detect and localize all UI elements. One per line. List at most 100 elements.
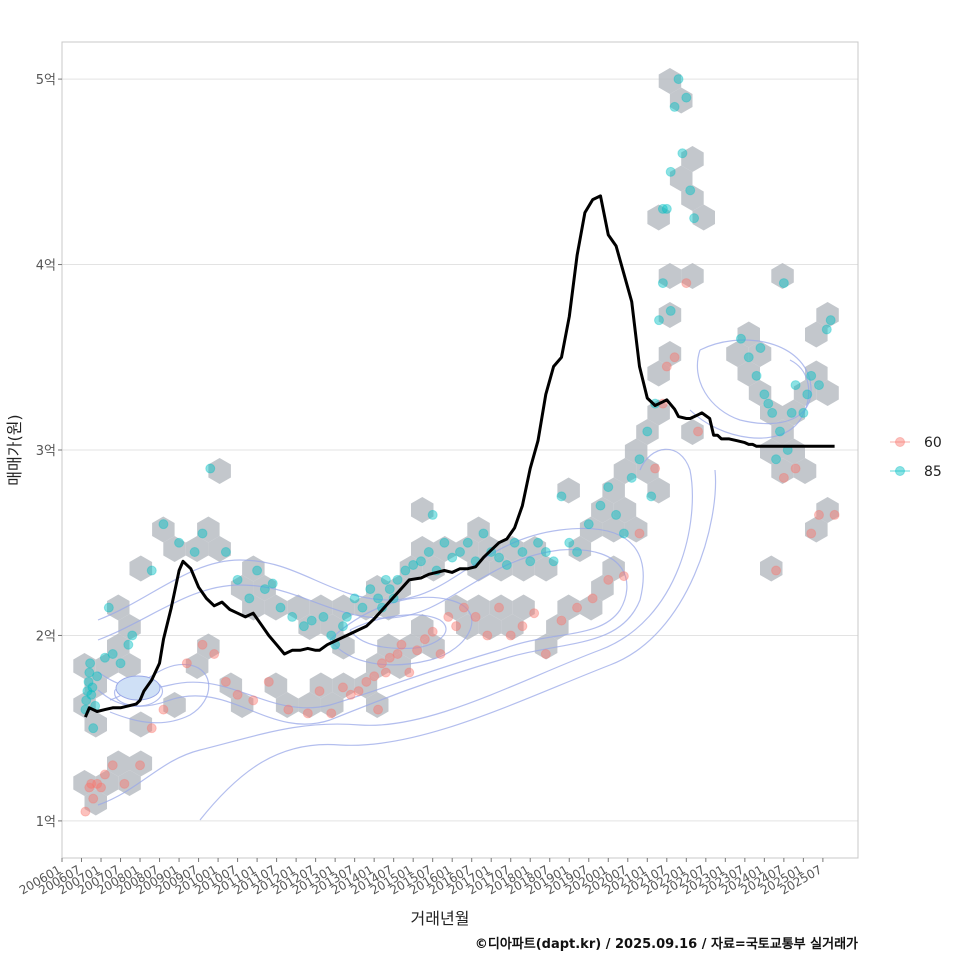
data-point-85: [634, 454, 645, 465]
data-point-60: [302, 708, 313, 719]
data-point-60: [380, 667, 391, 678]
data-point-60: [384, 652, 395, 663]
hex-bin: [523, 536, 547, 562]
data-point-85: [751, 370, 762, 381]
hex-bin: [163, 536, 186, 562]
hex-bin: [264, 594, 288, 621]
data-point-60: [435, 649, 446, 659]
data-point-60: [572, 602, 583, 613]
data-point-85: [759, 389, 770, 400]
hex-bin: [658, 263, 682, 289]
hex-bin: [467, 555, 490, 582]
data-point-60: [681, 278, 692, 289]
data-point-60: [80, 806, 91, 817]
data-point-60: [96, 782, 107, 793]
data-point-60: [529, 608, 540, 619]
density-contour: [97, 448, 693, 806]
hex-bin: [726, 341, 749, 367]
data-point-85: [798, 407, 809, 418]
data-point-60: [84, 782, 95, 793]
hex-bin: [129, 711, 153, 738]
hex-bin: [456, 536, 479, 562]
data-point-85: [82, 686, 93, 697]
data-point-85: [83, 676, 94, 687]
scatter-points: [80, 74, 840, 817]
hex-bin: [647, 477, 670, 504]
data-point-85: [99, 652, 110, 663]
data-point-85: [657, 278, 668, 289]
data-point-85: [103, 602, 114, 613]
hex-bin: [411, 614, 434, 640]
data-point-85: [533, 537, 544, 548]
hex-bin: [298, 692, 321, 718]
data-point-85: [84, 667, 95, 678]
hex-bin: [557, 594, 580, 621]
data-point-85: [220, 547, 231, 557]
hex-bin: [534, 555, 558, 582]
hex-bin: [805, 360, 828, 387]
data-point-85: [259, 584, 270, 595]
hex-bin: [534, 633, 558, 660]
data-point-85: [337, 621, 348, 632]
hex-bin: [73, 692, 96, 718]
data-point-60: [263, 676, 274, 687]
data-point-60: [419, 634, 430, 645]
hex-bin: [579, 594, 603, 621]
data-point-85: [735, 333, 746, 344]
data-point-85: [341, 611, 352, 622]
data-point-85: [384, 584, 395, 595]
data-point-85: [778, 278, 789, 289]
hex-bin: [354, 594, 378, 621]
hex-bin: [366, 653, 389, 679]
density-contour: [689, 359, 810, 439]
hex-bin: [197, 633, 220, 660]
data-point-85: [349, 593, 360, 604]
hex-bin: [760, 399, 783, 426]
density-contour: [109, 663, 210, 724]
hex-bin: [185, 653, 209, 679]
data-point-85: [681, 92, 692, 103]
hex-bin: [467, 594, 490, 621]
hex-bin: [816, 302, 839, 328]
hex-bin: [242, 594, 265, 621]
data-point-85: [771, 454, 782, 465]
hex-bin: [73, 770, 96, 796]
hex-bin: [84, 789, 107, 816]
data-point-85: [642, 426, 653, 437]
hex-bin: [681, 419, 704, 445]
hex-bin: [681, 146, 704, 172]
data-point-85: [673, 74, 684, 85]
hex-bin: [591, 575, 614, 601]
data-point-85: [267, 578, 278, 589]
data-point-60: [337, 682, 348, 693]
hex-bin: [771, 419, 794, 445]
data-point-60: [119, 778, 130, 789]
data-point-85: [400, 565, 411, 576]
hex-bin: [613, 497, 637, 523]
hex-bin: [332, 672, 355, 699]
data-point-85: [146, 565, 157, 576]
y-axis-title: 매매가(원): [5, 414, 24, 485]
y-tick-label: 4억: [36, 259, 56, 274]
data-point-60: [107, 760, 118, 771]
data-point-60: [540, 649, 551, 659]
data-point-60: [693, 426, 704, 437]
hex-bin: [501, 614, 524, 640]
legend: 60 85: [890, 435, 942, 480]
legend-label-85: 85: [924, 464, 942, 480]
data-point-85: [427, 509, 438, 520]
data-point-85: [669, 101, 680, 112]
legend-key-85: [895, 466, 905, 476]
hex-bin: [107, 750, 130, 777]
hex-bin: [557, 477, 580, 504]
y-tick-label: 3억: [36, 444, 56, 459]
data-point-60: [412, 645, 423, 656]
y-tick-label: 1억: [36, 815, 56, 830]
data-point-60: [587, 593, 598, 604]
hex-bin: [129, 555, 153, 582]
data-point-60: [813, 509, 824, 520]
data-point-60: [209, 649, 220, 659]
data-point-85: [763, 398, 774, 409]
data-point-85: [373, 593, 384, 604]
data-point-60: [634, 528, 645, 539]
